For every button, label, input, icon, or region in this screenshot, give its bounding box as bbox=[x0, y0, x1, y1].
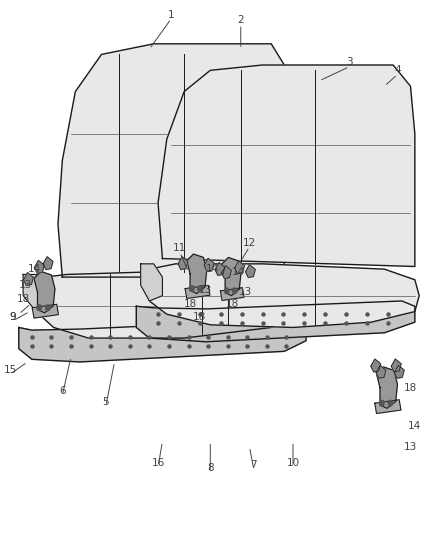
Polygon shape bbox=[204, 259, 214, 271]
Polygon shape bbox=[391, 359, 401, 372]
Polygon shape bbox=[377, 367, 397, 408]
Polygon shape bbox=[43, 257, 53, 270]
Polygon shape bbox=[24, 272, 33, 286]
Text: 4: 4 bbox=[394, 66, 401, 75]
Circle shape bbox=[379, 400, 385, 406]
Text: 10: 10 bbox=[286, 458, 300, 467]
Text: 9: 9 bbox=[9, 312, 16, 322]
Polygon shape bbox=[222, 266, 231, 279]
Polygon shape bbox=[36, 272, 297, 338]
Text: 8: 8 bbox=[207, 463, 214, 473]
Polygon shape bbox=[185, 285, 210, 298]
Circle shape bbox=[46, 304, 50, 311]
Polygon shape bbox=[19, 319, 306, 362]
Circle shape bbox=[37, 304, 42, 311]
Text: 14: 14 bbox=[28, 264, 41, 274]
Polygon shape bbox=[23, 274, 45, 312]
Text: 18: 18 bbox=[184, 298, 198, 309]
Polygon shape bbox=[58, 44, 284, 277]
Text: 13: 13 bbox=[19, 280, 32, 290]
Polygon shape bbox=[34, 271, 55, 313]
Circle shape bbox=[198, 286, 203, 292]
Text: 13: 13 bbox=[198, 285, 212, 295]
Text: 15: 15 bbox=[4, 365, 17, 375]
Polygon shape bbox=[145, 264, 419, 327]
Text: 18: 18 bbox=[193, 312, 206, 322]
Polygon shape bbox=[158, 65, 415, 266]
Text: 16: 16 bbox=[152, 458, 165, 467]
Text: 18: 18 bbox=[226, 298, 239, 309]
Polygon shape bbox=[222, 257, 241, 296]
Text: 18: 18 bbox=[17, 294, 30, 304]
Text: 11: 11 bbox=[173, 243, 187, 253]
Polygon shape bbox=[371, 359, 381, 372]
Circle shape bbox=[232, 288, 237, 294]
Text: 5: 5 bbox=[102, 397, 109, 407]
Polygon shape bbox=[394, 366, 404, 378]
Polygon shape bbox=[178, 257, 188, 270]
Polygon shape bbox=[187, 254, 207, 294]
Polygon shape bbox=[35, 261, 44, 273]
Circle shape bbox=[189, 286, 194, 292]
Polygon shape bbox=[246, 265, 255, 278]
Text: 1: 1 bbox=[168, 10, 174, 20]
Circle shape bbox=[224, 288, 230, 294]
Circle shape bbox=[388, 400, 393, 406]
Polygon shape bbox=[136, 301, 415, 342]
Polygon shape bbox=[141, 264, 162, 301]
Text: 9: 9 bbox=[9, 312, 16, 322]
Text: 14: 14 bbox=[206, 264, 219, 274]
Text: 6: 6 bbox=[59, 386, 66, 396]
Polygon shape bbox=[220, 288, 244, 301]
Polygon shape bbox=[375, 400, 401, 414]
Text: 3: 3 bbox=[346, 58, 353, 67]
Text: 18: 18 bbox=[404, 383, 417, 393]
Text: 13: 13 bbox=[404, 442, 417, 452]
Polygon shape bbox=[235, 261, 244, 274]
Polygon shape bbox=[215, 263, 225, 276]
Polygon shape bbox=[376, 366, 386, 378]
Text: 2: 2 bbox=[237, 15, 244, 25]
Text: 12: 12 bbox=[243, 238, 256, 248]
Text: 7: 7 bbox=[251, 461, 257, 470]
Text: 14: 14 bbox=[408, 421, 421, 431]
Text: 13: 13 bbox=[238, 287, 252, 297]
Text: 14: 14 bbox=[232, 267, 245, 277]
Polygon shape bbox=[32, 304, 58, 318]
